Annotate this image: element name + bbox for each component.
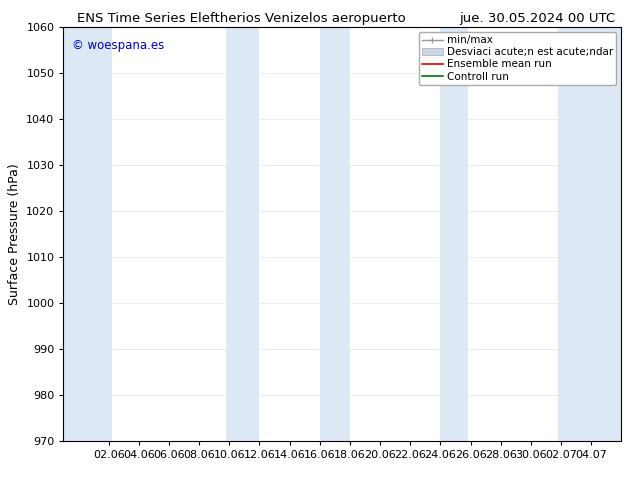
Bar xyxy=(441,27,467,441)
Text: jue. 30.05.2024 00 UTC: jue. 30.05.2024 00 UTC xyxy=(459,12,615,25)
Bar xyxy=(226,27,259,441)
Bar xyxy=(320,27,350,441)
Bar xyxy=(558,27,591,441)
Bar xyxy=(63,27,112,441)
Text: © woespana.es: © woespana.es xyxy=(72,39,164,52)
Bar xyxy=(591,27,621,441)
Y-axis label: Surface Pressure (hPa): Surface Pressure (hPa) xyxy=(8,163,21,305)
Text: ENS Time Series Eleftherios Venizelos aeropuerto: ENS Time Series Eleftherios Venizelos ae… xyxy=(77,12,405,25)
Legend: min/max, Desviaci acute;n est acute;ndar, Ensemble mean run, Controll run: min/max, Desviaci acute;n est acute;ndar… xyxy=(418,32,616,85)
